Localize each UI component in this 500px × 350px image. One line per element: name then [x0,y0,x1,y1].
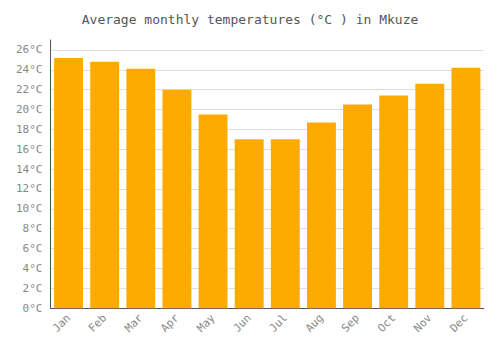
svg-text:Dec: Dec [447,312,470,335]
svg-text:4°C: 4°C [23,262,43,275]
svg-text:14°C: 14°C [16,163,43,176]
svg-text:Average monthly temperatures (: Average monthly temperatures (°C ) in Mk… [82,12,419,27]
svg-text:18°C: 18°C [16,123,43,136]
svg-text:Nov: Nov [411,311,434,334]
svg-text:Apr: Apr [158,311,181,334]
svg-text:Sep: Sep [339,312,362,335]
svg-text:8°C: 8°C [23,222,43,235]
svg-text:26°C: 26°C [16,43,43,56]
svg-text:12°C: 12°C [16,182,43,195]
svg-text:Jun: Jun [231,312,254,335]
svg-text:0°C: 0°C [23,302,43,315]
svg-text:Feb: Feb [86,312,109,335]
svg-text:Oct: Oct [375,312,398,335]
svg-text:Jan: Jan [50,312,73,335]
svg-text:20°C: 20°C [16,103,43,116]
svg-text:2°C: 2°C [23,282,43,295]
svg-text:Mar: Mar [122,311,145,334]
svg-text:10°C: 10°C [16,202,43,215]
svg-text:Aug: Aug [303,312,326,335]
svg-text:24°C: 24°C [16,63,43,76]
svg-text:6°C: 6°C [23,242,43,255]
svg-text:Jul: Jul [267,312,290,335]
svg-text:16°C: 16°C [16,143,43,156]
svg-text:22°C: 22°C [16,83,43,96]
svg-text:May: May [194,311,217,334]
